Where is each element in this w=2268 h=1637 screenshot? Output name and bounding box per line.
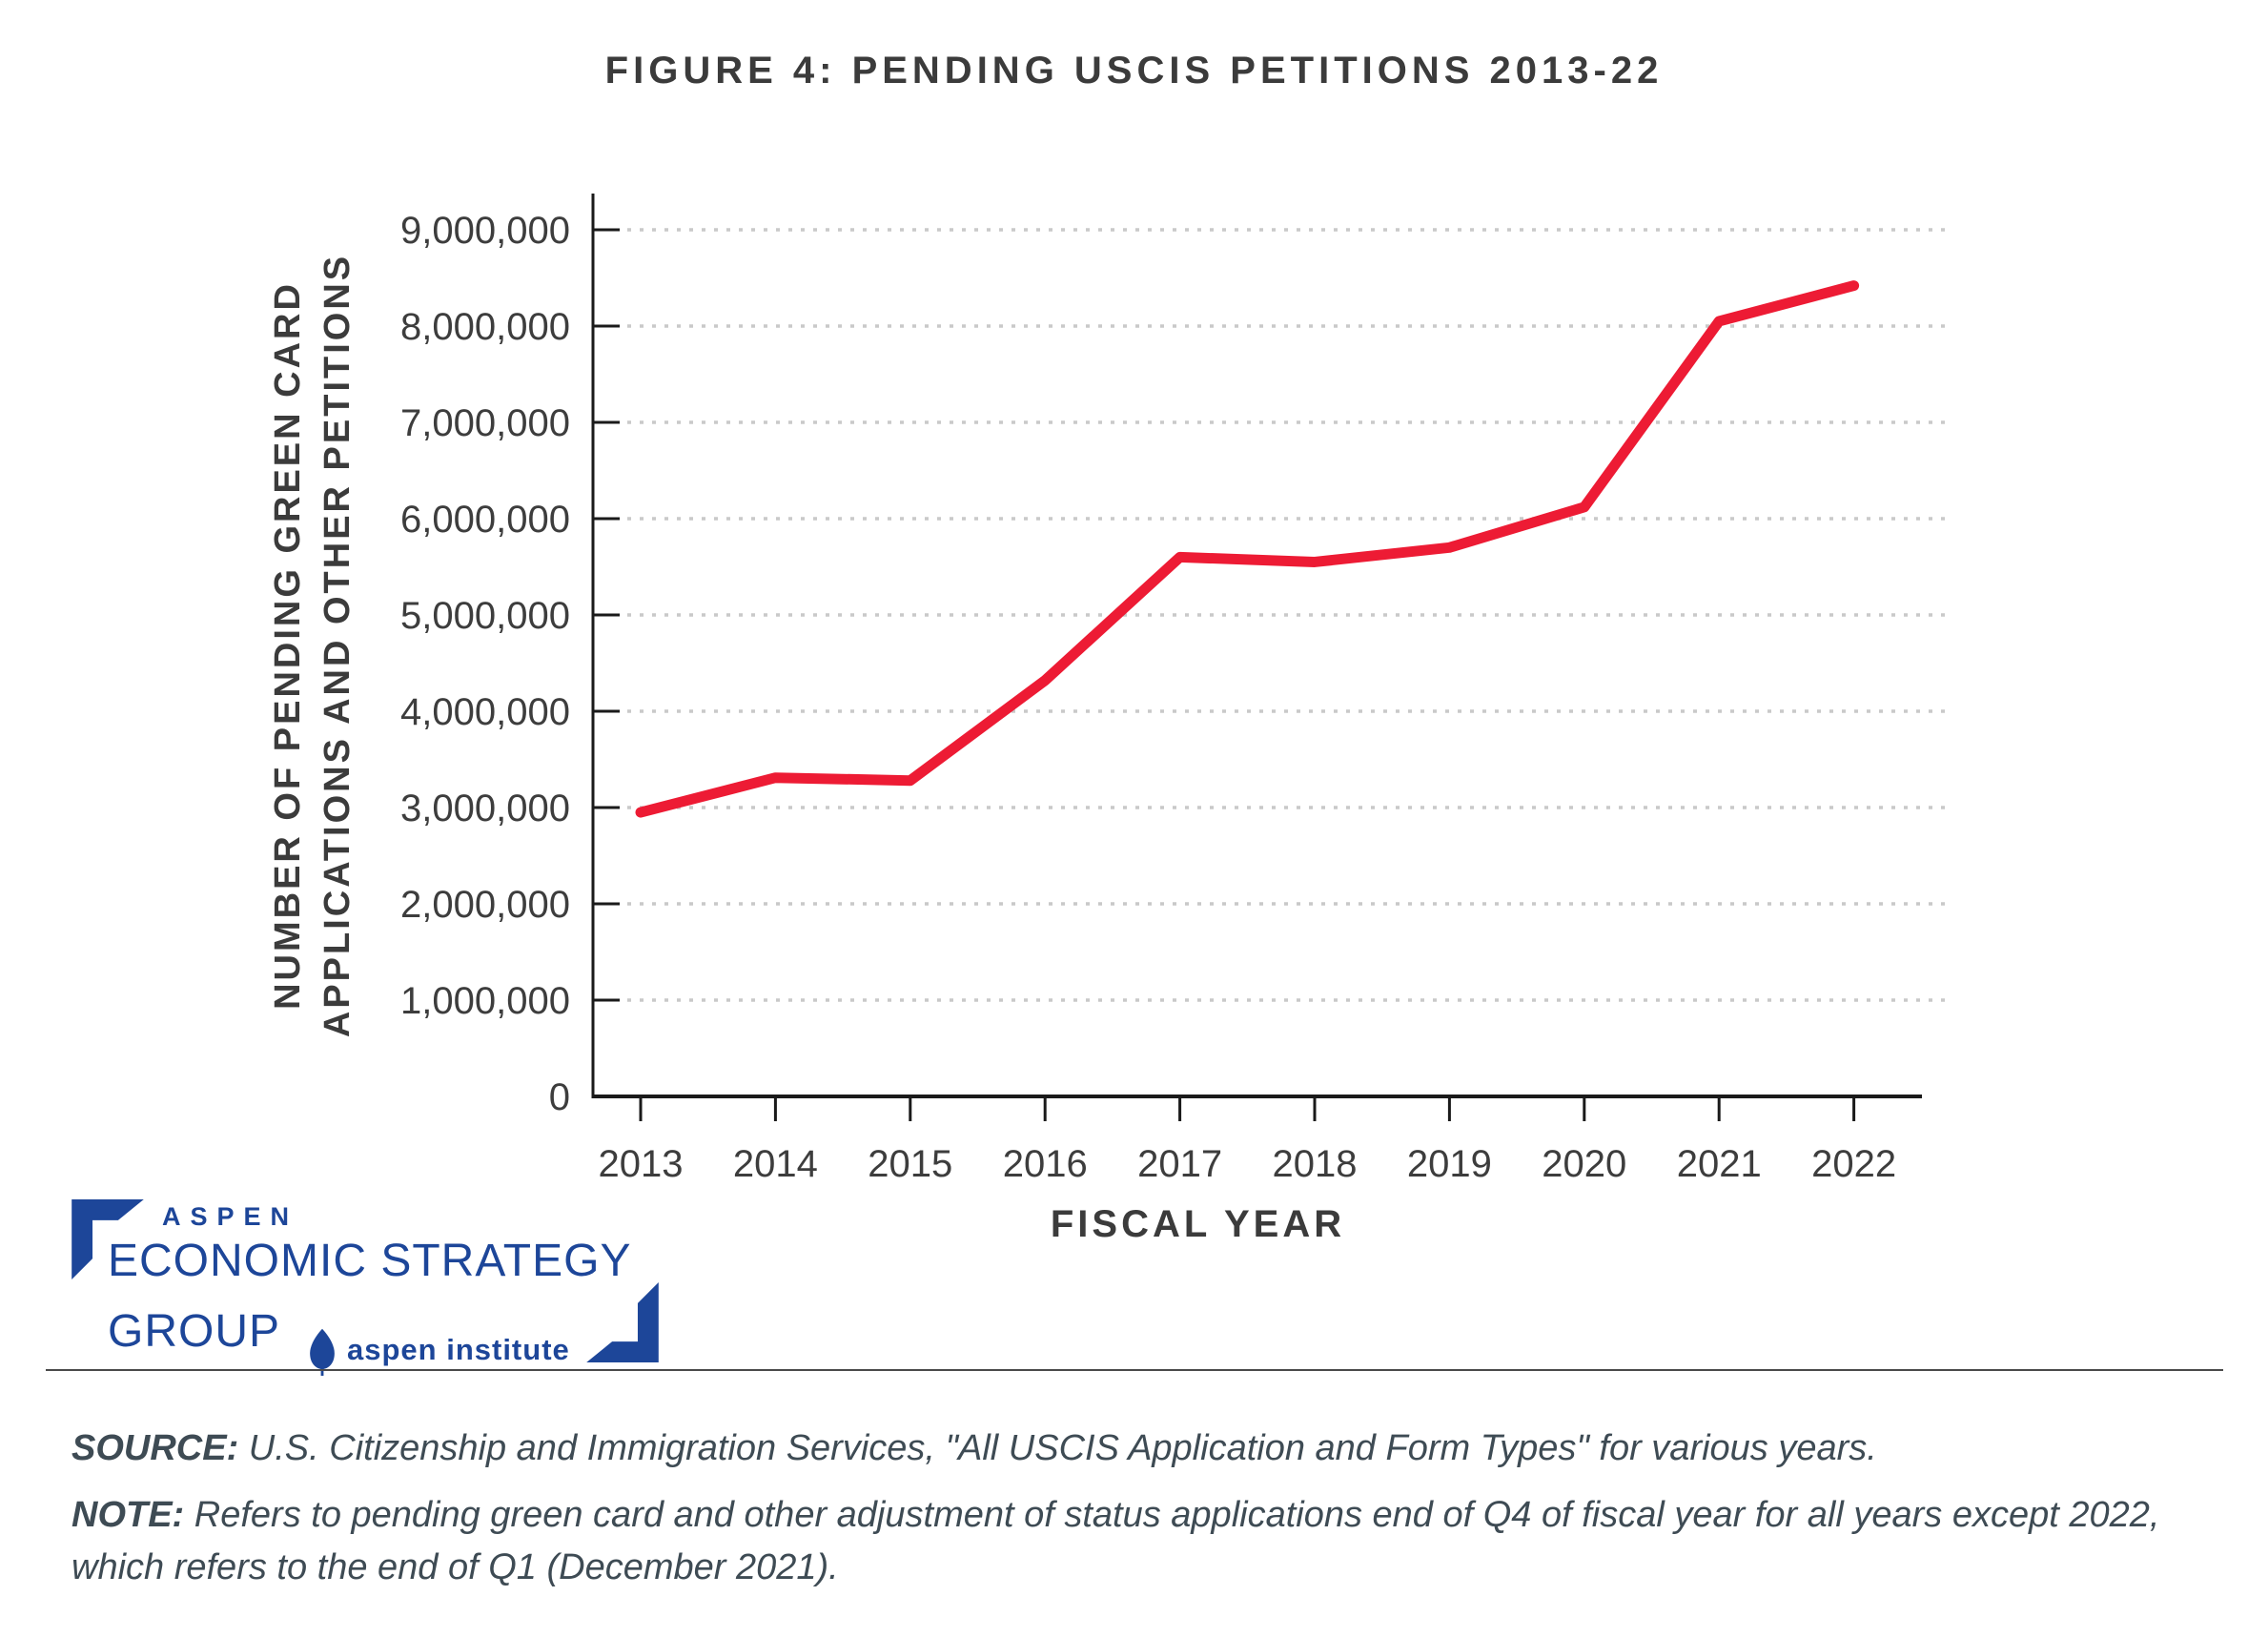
data-series-line — [635, 280, 1860, 818]
y-tick-label: 9,000,000 — [400, 210, 570, 252]
x-tick-label: 2013 — [599, 1143, 684, 1185]
footer-separator-line — [46, 1369, 2223, 1371]
aspen-institute-text: aspen institute — [347, 1333, 570, 1366]
x-tick-label: 2019 — [1407, 1143, 1492, 1185]
x-tick-label: 2014 — [733, 1143, 818, 1185]
x-axis-title: FISCAL YEAR — [1050, 1203, 1346, 1245]
logo-corner-bracket-top-left — [72, 1199, 144, 1279]
y-tick-label: 4,000,000 — [400, 691, 570, 733]
note-text: Refers to pending green card and other a… — [72, 1495, 2160, 1587]
y-tick-label: 7,000,000 — [400, 402, 570, 444]
aspen-leaf-icon — [310, 1328, 335, 1376]
x-tick-label: 2018 — [1273, 1143, 1358, 1185]
y-tick-label: 1,000,000 — [400, 980, 570, 1022]
y-tick-label: 6,000,000 — [400, 499, 570, 541]
y-tick-label: 8,000,000 — [400, 306, 570, 348]
x-tick-label: 2017 — [1137, 1143, 1222, 1185]
aspen-esg-logo: ASPEN ECONOMIC STRATEGY GROUP aspen inst… — [72, 1197, 663, 1378]
x-tick-label: 2015 — [868, 1143, 952, 1185]
note-label: NOTE: — [72, 1495, 185, 1535]
y-axis-title: NUMBER OF PENDING GREEN CARD APPLICATION… — [263, 188, 366, 1103]
y-tick-label: 0 — [549, 1076, 570, 1118]
x-tick-label: 2016 — [1003, 1143, 1088, 1185]
x-tick-label: 2020 — [1542, 1143, 1626, 1185]
y-tick-label: 3,000,000 — [400, 788, 570, 829]
source-line: SOURCE: U.S. Citizenship and Immigration… — [72, 1422, 2236, 1475]
chart-title: FIGURE 4: PENDING USCIS PETITIONS 2013-2… — [604, 50, 1664, 92]
x-tick-label: 2021 — [1677, 1143, 1762, 1185]
logo-aspen-text: ASPEN — [162, 1202, 299, 1231]
y-tick-label: 2,000,000 — [400, 884, 570, 926]
logo-corner-bracket-bottom-right — [586, 1282, 659, 1362]
y-axis-title-line2: APPLICATIONS AND OTHER PETITIONS — [317, 253, 358, 1038]
x-tick-label: 2022 — [1811, 1143, 1896, 1185]
logo-economic-strategy-text: ECONOMIC STRATEGY — [108, 1236, 632, 1286]
source-label: SOURCE: — [72, 1428, 239, 1468]
y-axis-title-line1: NUMBER OF PENDING GREEN CARD — [268, 281, 308, 1010]
y-tick-label: 5,000,000 — [400, 595, 570, 637]
logo-group-text: GROUP — [108, 1306, 281, 1357]
source-text: U.S. Citizenship and Immigration Service… — [238, 1428, 1877, 1468]
note-line: NOTE: Refers to pending green card and o… — [72, 1489, 2236, 1594]
